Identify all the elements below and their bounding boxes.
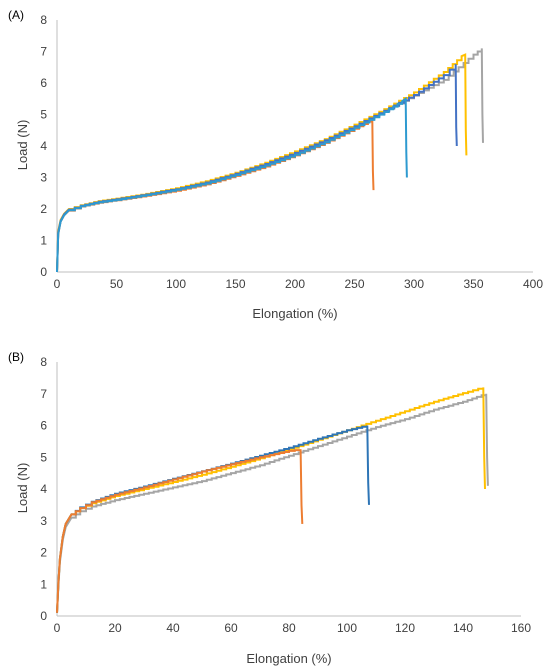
y-tick-label: 5 (40, 450, 47, 464)
x-tick-label: 0 (54, 277, 61, 291)
series-line-b-4 (56, 449, 304, 613)
x-tick-label: 250 (344, 277, 364, 291)
x-tick-label: 40 (166, 621, 180, 635)
y-tick-label: 3 (40, 171, 47, 185)
x-tick-label: 0 (54, 621, 61, 635)
x-tick-label: 80 (282, 621, 296, 635)
x-tick-label: 60 (224, 621, 238, 635)
y-tick-label: 3 (40, 514, 47, 528)
x-tick-label: 200 (285, 277, 305, 291)
y-tick-label: 5 (40, 108, 47, 122)
x-tick-label: 140 (453, 621, 473, 635)
series-line-b-3 (56, 425, 370, 613)
series-line-b-1 (56, 393, 489, 613)
y-tick-label: 8 (40, 355, 47, 369)
panel-label-a: (A) (8, 8, 24, 22)
y-tick-label: 2 (40, 202, 47, 216)
y-tick-label: 0 (40, 265, 47, 279)
x-tick-label: 150 (225, 277, 245, 291)
y-axis-label-b: Load (N) (15, 463, 30, 514)
y-tick-label: 6 (40, 76, 47, 90)
y-tick-label: 1 (40, 577, 47, 591)
x-axis-label-b: Elongation (%) (246, 651, 331, 666)
chart-panel-a: (A) 0 50 100 150 200 250 300 350 400 0 1 2 3 4 5 6 7 8 El… (8, 8, 543, 321)
x-tick-label: 350 (463, 277, 483, 291)
x-tick-label: 100 (337, 621, 357, 635)
y-tick-label: 6 (40, 419, 47, 433)
y-tick-label: 7 (40, 45, 47, 59)
y-tick-label: 1 (40, 234, 47, 248)
y-tick-label: 8 (40, 13, 47, 27)
x-tick-label: 300 (404, 277, 424, 291)
y-tick-label: 4 (40, 139, 47, 153)
y-tick-label: 4 (40, 482, 47, 496)
x-tick-label: 400 (523, 277, 543, 291)
x-axis-label-a: Elongation (%) (252, 306, 337, 321)
y-tick-label: 7 (40, 387, 47, 401)
x-tick-label: 20 (108, 621, 122, 635)
chart-panel-b: (B) 0 20 40 60 80 100 120 140 160 0 1 2 3 4 5 6 7 8 Elong… (8, 350, 531, 666)
series-line-a-3 (56, 53, 468, 273)
panel-label-b: (B) (8, 350, 24, 364)
series-line-a-5 (56, 96, 408, 273)
y-axis-label-a: Load (N) (15, 120, 30, 171)
x-tick-label: 120 (395, 621, 415, 635)
x-tick-label: 50 (110, 277, 124, 291)
y-tick-label: 2 (40, 546, 47, 560)
y-tick-label: 0 (40, 609, 47, 623)
x-tick-label: 100 (166, 277, 186, 291)
x-tick-label: 160 (511, 621, 531, 635)
